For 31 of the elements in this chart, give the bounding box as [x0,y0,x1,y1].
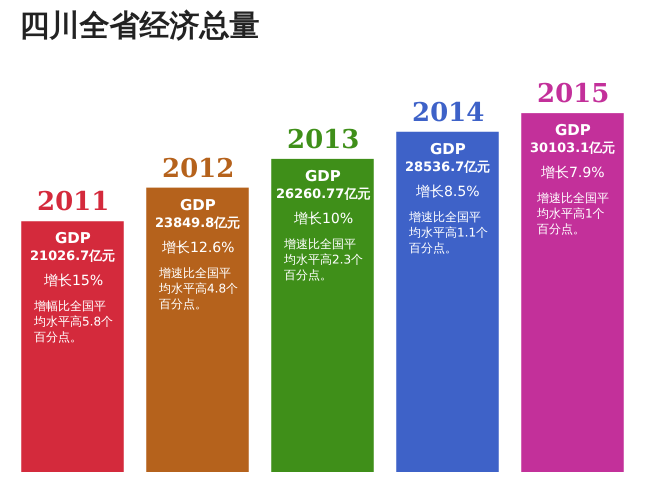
data-label: 21026.7亿元 [30,249,116,264]
text: GDP [305,167,341,185]
series-label: GDP [55,229,91,247]
data-label: 30103.1亿元 [530,141,616,156]
bar [271,158,374,472]
x-tick-label: 2011 [37,187,110,217]
annotation: 增长15% [43,273,104,289]
data-label: 26260.77亿元 [276,187,370,202]
bar [21,221,124,472]
annotation: 增速比全国平均水平高1.1个百分点。 [408,210,488,256]
bar [521,113,624,472]
text: GDP [180,196,216,214]
x-tick-label: 2012 [162,154,234,184]
annotation: 增长8.5% [415,184,480,200]
annotation: 增速比全国平均水平高1个百分点。 [536,191,609,236]
x-tick-label: 2014 [412,98,484,128]
annotation: 增长12.6% [161,240,234,256]
annotation: 增速比全国平均水平高4.8个百分点。 [158,266,238,312]
bar [396,132,499,472]
text: GDP [555,121,591,139]
x-tick-label: 2015 [537,79,610,109]
text: GDP [430,140,466,158]
annotation: 增长10% [293,211,354,227]
x-tick-label: 2013 [287,125,360,155]
annotation: 增长7.9% [540,165,605,181]
data-label: 28536.7亿元 [405,160,490,175]
annotation: 增幅比全国平均水平高5.8个百分点。 [33,299,114,344]
bar [146,188,249,472]
chart-title: 四川全省经济总量 [19,8,260,44]
annotation: 增速比全国平均水平高2.3个百分点。 [283,237,364,282]
data-label: 23849.8亿元 [155,216,240,231]
